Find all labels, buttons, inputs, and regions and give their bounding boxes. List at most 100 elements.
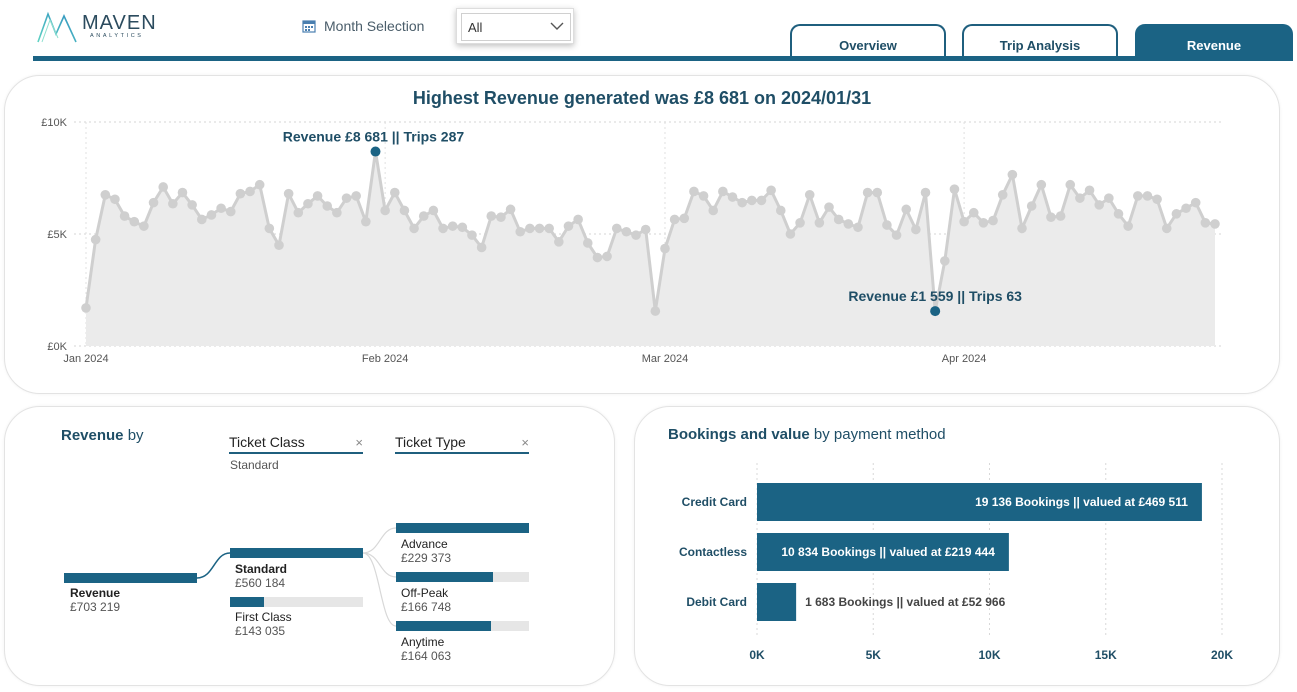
month-selection-dropdown[interactable]: All — [456, 8, 574, 44]
data-point[interactable] — [1017, 223, 1027, 234]
data-point[interactable] — [399, 205, 410, 216]
data-point[interactable] — [611, 223, 622, 234]
data-point[interactable] — [997, 190, 1008, 200]
data-point[interactable] — [1113, 209, 1124, 219]
data-point[interactable] — [737, 197, 747, 208]
data-point[interactable] — [1133, 191, 1143, 201]
data-point[interactable] — [631, 230, 641, 240]
data-point[interactable] — [824, 202, 834, 212]
data-point[interactable] — [235, 188, 246, 199]
data-point[interactable] — [862, 187, 873, 198]
filter-ticket-type[interactable]: Ticket Type × — [395, 434, 529, 454]
data-point[interactable] — [949, 184, 960, 194]
data-point[interactable] — [274, 240, 284, 250]
close-icon[interactable]: × — [521, 435, 529, 450]
data-point[interactable] — [1200, 218, 1211, 228]
bar[interactable] — [757, 583, 797, 621]
data-point[interactable] — [264, 223, 275, 234]
tab-trip-analysis[interactable]: Trip Analysis — [962, 24, 1118, 58]
data-point[interactable] — [968, 207, 979, 218]
tab-overview[interactable]: Overview — [790, 24, 946, 58]
filter-ticket-class[interactable]: Ticket Class × — [229, 434, 363, 454]
data-point[interactable] — [505, 204, 516, 215]
data-point[interactable] — [1152, 194, 1162, 205]
data-point[interactable] — [341, 193, 352, 203]
data-point[interactable] — [476, 242, 487, 253]
data-point[interactable] — [1007, 169, 1018, 180]
data-point[interactable] — [81, 303, 91, 313]
data-point[interactable] — [872, 187, 883, 198]
data-point[interactable] — [283, 188, 294, 199]
highlight-point[interactable] — [930, 306, 941, 317]
data-point[interactable] — [563, 221, 574, 231]
data-point[interactable] — [254, 179, 265, 190]
bar[interactable] — [757, 483, 1202, 521]
data-point[interactable] — [332, 207, 342, 218]
data-point[interactable] — [293, 207, 304, 218]
first-class-bar[interactable] — [230, 597, 363, 607]
data-point[interactable] — [920, 187, 931, 198]
data-point[interactable] — [602, 251, 612, 262]
data-point[interactable] — [660, 243, 670, 254]
data-point[interactable] — [515, 226, 526, 237]
close-icon[interactable]: × — [355, 435, 363, 450]
data-point[interactable] — [303, 198, 313, 209]
data-point[interactable] — [312, 191, 323, 201]
data-point[interactable] — [698, 191, 709, 201]
data-point[interactable] — [1075, 193, 1085, 203]
data-point[interactable] — [525, 223, 535, 234]
data-point[interactable] — [1181, 203, 1191, 214]
data-point[interactable] — [1171, 209, 1182, 219]
data-point[interactable] — [168, 198, 178, 209]
data-point[interactable] — [640, 224, 651, 235]
data-point[interactable] — [447, 221, 458, 231]
data-point[interactable] — [380, 205, 390, 216]
data-point[interactable] — [804, 190, 815, 200]
data-point[interactable] — [389, 187, 400, 198]
data-point[interactable] — [1104, 193, 1114, 203]
data-point[interactable] — [747, 195, 757, 206]
data-point[interactable] — [911, 224, 921, 235]
data-point[interactable] — [592, 252, 603, 263]
data-point[interactable] — [679, 213, 690, 224]
data-point[interactable] — [245, 186, 255, 197]
data-point[interactable] — [1210, 219, 1220, 229]
data-point[interactable] — [795, 218, 805, 228]
data-point[interactable] — [756, 195, 767, 206]
advance-bar[interactable] — [396, 523, 529, 533]
data-point[interactable] — [708, 205, 719, 216]
data-point[interactable] — [139, 221, 149, 231]
data-point[interactable] — [496, 212, 506, 222]
data-point[interactable] — [110, 194, 120, 205]
data-point[interactable] — [554, 237, 564, 247]
data-point[interactable] — [689, 186, 699, 197]
anytime-bar[interactable] — [396, 621, 529, 631]
data-point[interactable] — [1190, 197, 1201, 208]
data-point[interactable] — [1123, 221, 1133, 231]
root-bar[interactable] — [64, 573, 197, 583]
data-point[interactable] — [1036, 179, 1047, 190]
standard-bar[interactable] — [230, 548, 363, 558]
data-point[interactable] — [853, 222, 863, 233]
data-point[interactable] — [582, 238, 593, 248]
data-point[interactable] — [148, 197, 159, 208]
data-point[interactable] — [361, 216, 371, 227]
data-point[interactable] — [129, 216, 140, 227]
data-point[interactable] — [833, 214, 844, 225]
data-point[interactable] — [322, 201, 333, 211]
data-point[interactable] — [1084, 185, 1095, 196]
data-point[interactable] — [225, 206, 236, 217]
data-point[interactable] — [177, 187, 188, 198]
data-point[interactable] — [978, 218, 989, 228]
data-point[interactable] — [544, 223, 554, 234]
data-point[interactable] — [1046, 212, 1056, 222]
dropdown-box[interactable]: All — [461, 13, 571, 41]
data-point[interactable] — [650, 306, 661, 316]
data-point[interactable] — [1065, 179, 1076, 190]
data-point[interactable] — [785, 229, 796, 239]
data-point[interactable] — [534, 223, 545, 234]
data-point[interactable] — [766, 185, 776, 196]
bar[interactable] — [757, 533, 1009, 571]
data-point[interactable] — [775, 205, 786, 216]
